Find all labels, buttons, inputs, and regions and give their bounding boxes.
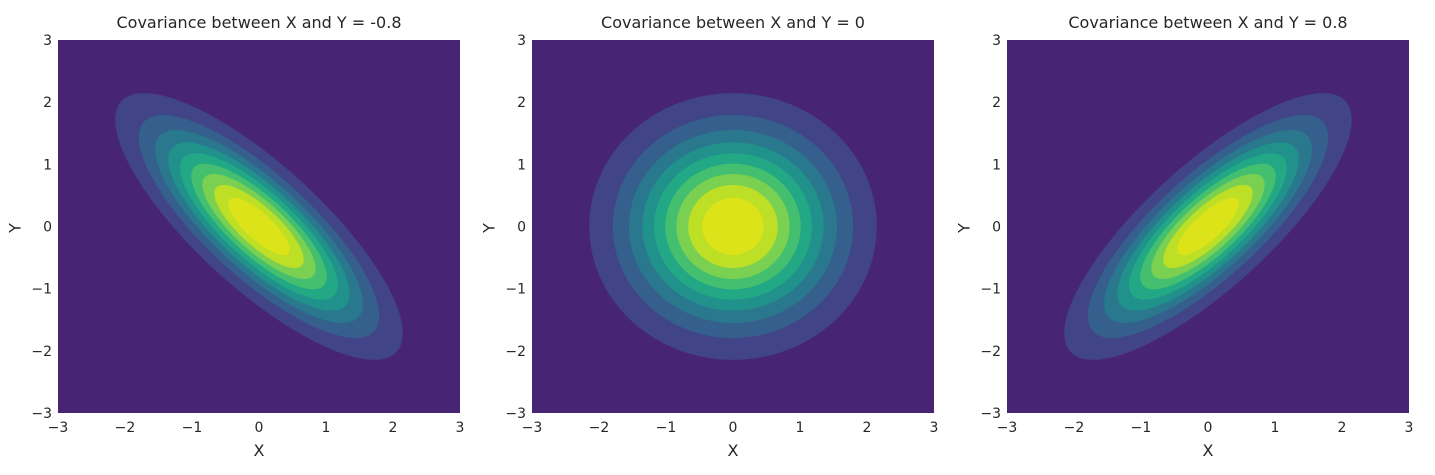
x-axis-label: X <box>1202 441 1214 460</box>
y-tick-label: −2 <box>505 344 526 360</box>
y-tick-label: 2 <box>992 95 1001 111</box>
y-tick-label: −1 <box>980 282 1001 298</box>
y-tick-label: 2 <box>43 95 52 111</box>
x-tick-label: −2 <box>115 420 136 436</box>
x-tick-label: −1 <box>182 420 203 436</box>
contour-plot: −3 −2 −1 0 1 2 3 3 2 1 0 −1 −2 −3 <box>505 33 939 436</box>
y-tick-label: −2 <box>31 344 52 360</box>
x-tick-label: 2 <box>863 420 872 436</box>
y-tick-label: 0 <box>992 220 1001 236</box>
y-tick-label: −3 <box>31 406 52 422</box>
chart-title: Covariance between X and Y = -0.8 <box>116 13 402 32</box>
y-axis-label: Y <box>479 223 499 233</box>
y-tick-label: 3 <box>517 33 526 49</box>
chart-title: Covariance between X and Y = 0.8 <box>1068 13 1348 32</box>
x-axis-label: X <box>727 441 739 460</box>
x-tick-label: −1 <box>1131 420 1152 436</box>
x-tick-label: 1 <box>322 420 331 436</box>
x-tick-label: −2 <box>589 420 610 436</box>
contour-plot: −3 −2 −1 0 1 2 3 3 2 1 0 −1 −2 −3 <box>980 33 1414 436</box>
subplot-cov-neg: Covariance between X and Y = -0.8 −3 −2 −1… <box>0 0 478 475</box>
subplot-cov-zero: Covariance between X and Y = 0 −3 −2 −1 0 1 2… <box>474 0 952 475</box>
x-tick-label: −3 <box>48 420 69 436</box>
y-tick-label: 0 <box>517 220 526 236</box>
x-tick-label: −3 <box>522 420 543 436</box>
x-tick-label: 2 <box>1338 420 1347 436</box>
x-tick-label: −1 <box>656 420 677 436</box>
y-tick-label: 3 <box>992 33 1001 49</box>
subplot-cov-pos: Covariance between X and Y = 0.8 −3 −2 −1 0… <box>949 0 1427 475</box>
y-axis-label: Y <box>954 223 974 233</box>
x-tick-label: −2 <box>1064 420 1085 436</box>
contour-band-9 <box>702 197 764 256</box>
y-tick-label: 1 <box>992 157 1001 173</box>
x-axis-label: X <box>253 441 265 460</box>
x-tick-label: 3 <box>1405 420 1414 436</box>
contour-band-9 <box>1177 197 1239 256</box>
y-tick-label: 1 <box>43 157 52 173</box>
x-tick-label: 1 <box>796 420 805 436</box>
y-tick-label: −3 <box>980 406 1001 422</box>
y-tick-label: −3 <box>505 406 526 422</box>
contour-band-9 <box>228 197 290 256</box>
x-tick-label: 1 <box>1271 420 1280 436</box>
x-tick-label: 3 <box>456 420 465 436</box>
y-tick-label: −1 <box>505 282 526 298</box>
y-tick-label: −1 <box>31 282 52 298</box>
x-tick-label: 2 <box>389 420 398 436</box>
y-tick-label: 2 <box>517 95 526 111</box>
y-tick-label: 1 <box>517 157 526 173</box>
y-tick-label: −2 <box>980 344 1001 360</box>
x-tick-label: 0 <box>1204 420 1213 436</box>
y-axis-label: Y <box>5 223 25 233</box>
x-tick-label: 0 <box>255 420 264 436</box>
x-tick-label: −3 <box>997 420 1018 436</box>
y-tick-label: 0 <box>43 220 52 236</box>
chart-title: Covariance between X and Y = 0 <box>601 13 865 32</box>
x-tick-label: 0 <box>729 420 738 436</box>
y-tick-label: 3 <box>43 33 52 49</box>
x-tick-label: 3 <box>930 420 939 436</box>
contour-plot: −3 −2 −1 0 1 2 3 3 2 1 0 −1 −2 −3 <box>31 33 465 436</box>
